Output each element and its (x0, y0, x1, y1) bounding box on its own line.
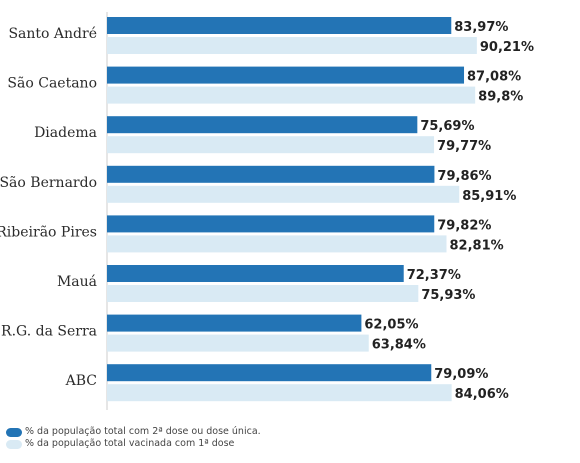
bar-dose1 (107, 334, 369, 352)
category-label: Mauá (57, 274, 97, 290)
category-label: Ribeirão Pires (0, 224, 97, 240)
value-label-dose2: 75,69% (420, 119, 474, 134)
value-label-dose1: 82,81% (450, 238, 504, 253)
value-label-dose1: 79,77% (437, 139, 491, 154)
category-label: São Caetano (7, 76, 97, 92)
value-label-dose1: 84,06% (455, 387, 509, 402)
value-label-dose2: 72,37% (407, 268, 461, 283)
bar-dose2 (107, 116, 418, 134)
legend-item-dose1: % da população total vacinada com 1ª dos… (6, 438, 261, 450)
bar-dose1 (107, 384, 452, 402)
bar-dose2 (107, 364, 432, 382)
value-label-dose2: 79,09% (434, 367, 488, 382)
value-label-dose2: 83,97% (454, 20, 508, 35)
legend-label-dose2: % da população total com 2ª dose ou dose… (25, 426, 261, 437)
category-label: Santo André (8, 26, 97, 42)
legend-item-dose2: % da população total com 2ª dose ou dose… (6, 426, 261, 438)
bar-dose1 (107, 86, 476, 104)
legend-swatch-dose2 (6, 427, 22, 437)
value-label-dose1: 85,91% (462, 189, 516, 204)
bar-dose1 (107, 185, 460, 203)
bar-dose2 (107, 314, 362, 332)
category-label: R.G. da Serra (1, 324, 97, 340)
bar-dose1 (107, 37, 477, 54)
value-label-dose2: 62,05% (364, 318, 418, 333)
value-label-dose1: 75,93% (421, 288, 475, 303)
bar-dose1 (107, 285, 419, 302)
category-label: São Bernardo (0, 175, 97, 191)
category-label: Diadema (34, 125, 97, 141)
value-label-dose2: 79,82% (437, 218, 491, 233)
value-label-dose1: 90,21% (480, 40, 534, 55)
bar-dose1 (107, 136, 435, 154)
value-label-dose1: 89,8% (478, 90, 523, 105)
value-label-dose2: 87,08% (467, 70, 521, 85)
bar-dose2 (107, 17, 452, 34)
value-label-dose2: 79,86% (437, 169, 491, 184)
bar-dose2 (107, 66, 465, 84)
legend-label-dose1: % da população total vacinada com 1ª dos… (25, 438, 235, 449)
bar-dose2 (107, 265, 404, 282)
bar-chart: Santo André 83,97% 90,21% São Caetano 87,08%… (0, 12, 534, 410)
bar-dose1 (107, 235, 447, 253)
bar-dose2 (107, 215, 435, 233)
legend-swatch-dose1 (6, 439, 22, 449)
bar-dose2 (107, 165, 435, 183)
legend: % da população total com 2ª dose ou dose… (6, 426, 261, 450)
category-label: ABC (65, 373, 97, 389)
value-label-dose1: 63,84% (372, 338, 426, 353)
